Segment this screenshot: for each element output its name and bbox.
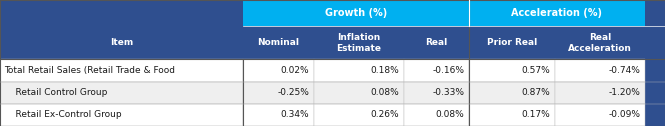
Bar xyxy=(0,82,243,104)
Bar xyxy=(243,0,469,26)
Bar xyxy=(469,82,555,104)
Text: Retail Ex-Control Group: Retail Ex-Control Group xyxy=(4,111,122,119)
Bar xyxy=(0,0,243,59)
Text: -0.74%: -0.74% xyxy=(608,66,640,75)
Text: 0.18%: 0.18% xyxy=(370,66,399,75)
Bar xyxy=(314,59,404,82)
Text: Total Retail Sales (Retail Trade & Food: Total Retail Sales (Retail Trade & Food xyxy=(4,66,175,75)
Text: 0.08%: 0.08% xyxy=(370,88,399,97)
Bar xyxy=(469,59,555,82)
Bar xyxy=(469,26,555,59)
Bar xyxy=(243,59,314,82)
Text: Acceleration (%): Acceleration (%) xyxy=(511,8,602,18)
Bar xyxy=(404,26,469,59)
Text: -0.09%: -0.09% xyxy=(608,111,640,119)
Text: 0.26%: 0.26% xyxy=(370,111,399,119)
Text: Retail Control Group: Retail Control Group xyxy=(4,88,107,97)
Text: Real
Acceleration: Real Acceleration xyxy=(568,33,632,53)
Bar xyxy=(314,104,404,126)
Text: -0.16%: -0.16% xyxy=(432,66,464,75)
Text: -0.33%: -0.33% xyxy=(432,88,464,97)
Bar xyxy=(314,82,404,104)
Bar xyxy=(314,26,404,59)
Bar xyxy=(555,59,645,82)
Text: Item: Item xyxy=(110,38,133,47)
Bar xyxy=(243,104,314,126)
Text: 0.57%: 0.57% xyxy=(522,66,551,75)
Bar xyxy=(469,0,645,26)
Text: Growth (%): Growth (%) xyxy=(325,8,387,18)
Bar xyxy=(404,59,469,82)
Text: Prior Real: Prior Real xyxy=(487,38,537,47)
Bar xyxy=(404,104,469,126)
Text: 0.02%: 0.02% xyxy=(281,66,309,75)
Text: Real: Real xyxy=(425,38,448,47)
Bar xyxy=(243,82,314,104)
Text: 0.87%: 0.87% xyxy=(522,88,551,97)
Text: 0.17%: 0.17% xyxy=(522,111,551,119)
Text: -1.20%: -1.20% xyxy=(608,88,640,97)
Bar xyxy=(0,59,243,82)
Text: -0.25%: -0.25% xyxy=(277,88,309,97)
Text: Inflation
Estimate: Inflation Estimate xyxy=(336,33,381,53)
Bar xyxy=(469,104,555,126)
Bar xyxy=(0,104,243,126)
Bar xyxy=(555,82,645,104)
Bar xyxy=(243,26,314,59)
Text: 0.08%: 0.08% xyxy=(436,111,464,119)
Text: Nominal: Nominal xyxy=(257,38,299,47)
Bar xyxy=(555,104,645,126)
Text: 0.34%: 0.34% xyxy=(281,111,309,119)
Bar xyxy=(404,82,469,104)
Bar xyxy=(555,26,645,59)
